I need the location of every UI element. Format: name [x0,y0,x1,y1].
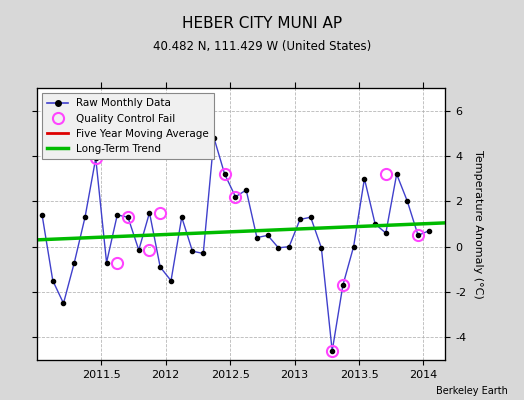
Text: Berkeley Earth: Berkeley Earth [436,386,508,396]
Text: 40.482 N, 111.429 W (United States): 40.482 N, 111.429 W (United States) [153,40,371,53]
Text: HEBER CITY MUNI AP: HEBER CITY MUNI AP [182,16,342,31]
Y-axis label: Temperature Anomaly (°C): Temperature Anomaly (°C) [473,150,483,298]
Legend: Raw Monthly Data, Quality Control Fail, Five Year Moving Average, Long-Term Tren: Raw Monthly Data, Quality Control Fail, … [42,93,214,159]
